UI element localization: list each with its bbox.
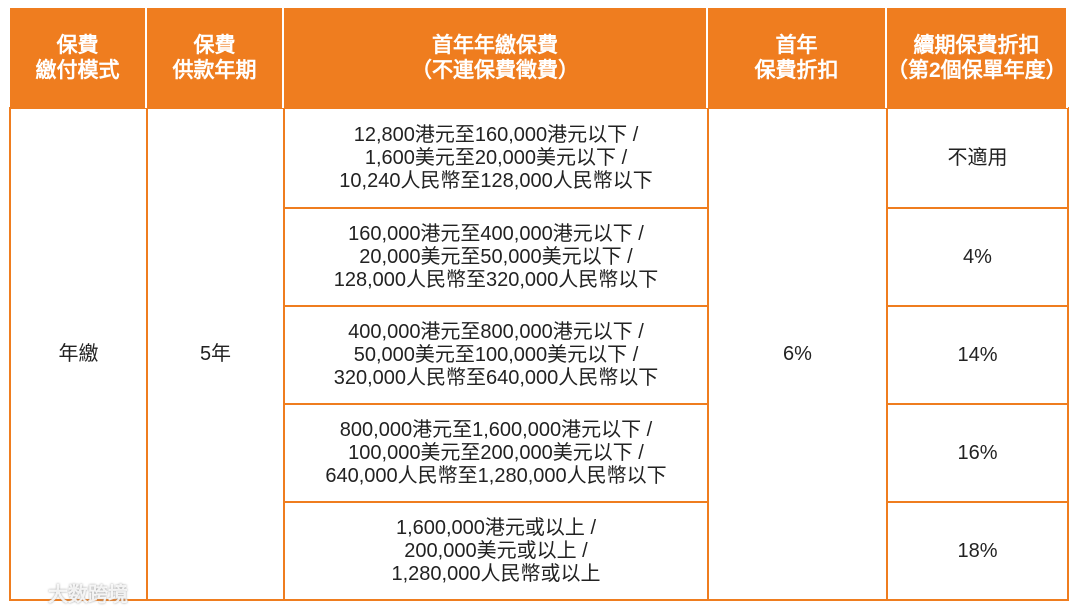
renewal-discount-text: 不適用	[947, 146, 1008, 169]
header-cell: 續期保費折扣 （第2個保單年度）	[887, 8, 1068, 108]
header-cell: 首年年繳保費 （不連保費徵費）	[284, 8, 708, 108]
premium-text: 20,000美元至50,000美元以下 /	[359, 245, 633, 268]
premium-band: 400,000港元至800,000港元以下 /50,000美元至100,000美…	[285, 307, 707, 403]
header-text: （第2個保單年度）	[887, 59, 1067, 82]
header-text: （不連保費徵費）	[411, 59, 579, 82]
premium-text: 320,000人民幣至640,000人民幣以下	[333, 366, 659, 389]
payment-mode-text: 年繳	[58, 342, 99, 365]
header-text: 繳付模式	[35, 59, 120, 82]
premium-text: 10,240人民幣至128,000人民幣以下	[339, 169, 653, 192]
premium-band: 160,000港元至400,000港元以下 /20,000美元至50,000美元…	[285, 209, 707, 305]
premium-text: 800,000港元至1,600,000港元以下 /	[339, 418, 653, 441]
premium-text: 640,000人民幣至1,280,000人民幣以下	[325, 464, 667, 487]
premium-text: 200,000美元或以上 /	[404, 539, 588, 562]
renewal-discount-text: 18%	[957, 539, 998, 562]
header-text: 保費	[193, 34, 236, 57]
header-cell: 保費 繳付模式	[10, 8, 147, 108]
premium-term-text: 5年	[199, 342, 232, 365]
renewal-discount-text: 16%	[957, 441, 998, 464]
header-text: 首年	[775, 34, 818, 57]
premium-text: 1,600美元至20,000美元以下 /	[364, 146, 628, 169]
header-text: 保費折扣	[754, 59, 839, 82]
header-text: 首年年繳保費	[432, 34, 558, 57]
header-cell: 保費 供款年期	[147, 8, 284, 108]
header-text: 續期保費折扣	[913, 34, 1040, 57]
renewal-discount: 14%	[888, 307, 1067, 403]
header-cell: 首年 保費折扣	[708, 8, 887, 108]
header-text: 供款年期	[172, 59, 257, 82]
renewal-discount: 16%	[888, 405, 1067, 501]
renewal-discount-text: 14%	[957, 343, 998, 366]
premium-band: 1,600,000港元或以上 /200,000美元或以上 /1,280,000人…	[285, 503, 707, 599]
first-year-discount-text: 6%	[783, 342, 812, 365]
renewal-discount-text: 4%	[963, 245, 992, 268]
premium-text: 100,000美元至200,000美元以下 /	[348, 441, 644, 464]
payment-mode: 年繳	[11, 109, 146, 599]
premium-text: 1,600,000港元或以上 /	[395, 516, 597, 539]
renewal-discount: 18%	[888, 503, 1067, 599]
header-text: 保費	[56, 34, 99, 57]
watermark: 大数跨境	[48, 584, 128, 606]
renewal-discount: 不適用	[888, 109, 1067, 207]
premium-band: 12,800港元至160,000港元以下 /1,600美元至20,000美元以下…	[285, 109, 707, 207]
premium-text: 12,800港元至160,000港元以下 /	[353, 123, 639, 146]
premium-text: 50,000美元至100,000美元以下 /	[353, 343, 639, 366]
premium-text: 1,280,000人民幣或以上	[391, 562, 601, 585]
premium-text: 128,000人民幣至320,000人民幣以下	[333, 268, 659, 291]
premium-text: 400,000港元至800,000港元以下 /	[348, 320, 644, 343]
first-year-discount: 6%	[709, 109, 886, 599]
premium-term: 5年	[148, 109, 283, 599]
premium-band: 800,000港元至1,600,000港元以下 /100,000美元至200,0…	[285, 405, 707, 501]
premium-text: 160,000港元至400,000港元以下 /	[348, 222, 644, 245]
renewal-discount: 4%	[888, 209, 1067, 305]
